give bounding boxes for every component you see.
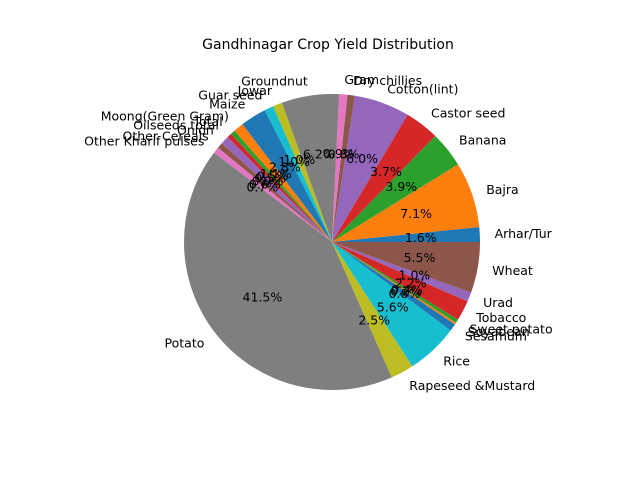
pie-slices	[183, 94, 480, 391]
slice-percent-label: 0.6%	[249, 177, 281, 192]
slice-percent-label: 6.0%	[346, 151, 378, 166]
slice-label: Jowar	[237, 83, 273, 98]
pie-slice	[332, 242, 455, 331]
percent-labels: 1.6%7.1%3.9%3.7%6.0%0.8%0.9%6.2%1.0%1.0%…	[243, 146, 437, 328]
pie-slice	[332, 242, 451, 367]
slice-label: Rice	[443, 353, 470, 368]
slice-percent-label: 0.7%	[247, 179, 279, 194]
slice-label: Total	[192, 114, 222, 129]
pie-slice	[332, 242, 468, 320]
slice-percent-label: 1.6%	[405, 230, 437, 245]
slice-label: Tobacco	[475, 310, 526, 325]
slice-label: Oilseeds total	[133, 117, 219, 132]
slice-label: Wheat	[492, 263, 533, 278]
slice-label: Dry chillies	[353, 73, 422, 88]
pie-slice	[332, 242, 472, 302]
slice-percent-label: 2.5%	[358, 313, 390, 328]
pie-slice	[221, 137, 332, 242]
slice-label: Urad	[483, 295, 513, 310]
slice-label: Rapeseed &Mustard	[409, 378, 535, 393]
slice-percent-label: 0.5%	[254, 171, 286, 186]
slice-label: Other Cereals	[123, 128, 209, 143]
slice-percent-label: 0.4%	[391, 282, 423, 297]
slice-label: Groundnut	[241, 74, 308, 89]
pie-slice	[264, 106, 332, 242]
pie-slice	[230, 130, 332, 242]
slice-percent-label: 3.9%	[385, 179, 417, 194]
slice-percent-label: 2.2%	[395, 276, 427, 291]
slice-percent-label: 0.8%	[328, 147, 360, 162]
pie-slice	[332, 135, 459, 242]
slice-label: Arhar/Tur	[495, 226, 553, 241]
slice-percent-label: 1.1%	[260, 166, 292, 181]
pie-slice	[332, 242, 413, 378]
slice-label: Maize	[209, 97, 245, 112]
pie-slice	[332, 94, 348, 242]
slice-label: Moong(Green Gram)	[101, 109, 229, 124]
slice-label: Bajra	[486, 182, 519, 197]
slice-percent-label: 1.0%	[278, 154, 310, 169]
pie-slice	[213, 147, 332, 242]
slice-percent-label: 7.1%	[400, 206, 432, 221]
slice-percent-label: 5.6%	[377, 299, 409, 314]
pie-slice	[332, 242, 459, 323]
slice-label: Other Kharif pulses	[84, 134, 204, 149]
pie-slice	[332, 114, 436, 242]
slice-percent-label: 41.5%	[243, 290, 283, 305]
pie-slice	[332, 164, 480, 242]
slice-label: Guar seed	[198, 87, 262, 102]
slice-percent-label: 0.5%	[257, 169, 289, 184]
slice-percent-label: 3.7%	[370, 164, 402, 179]
slice-label: Potato	[165, 336, 205, 351]
pie-slice	[281, 94, 340, 242]
slice-percent-label: 2.8%	[269, 159, 301, 174]
pie-slice	[332, 242, 480, 293]
slice-percent-label: 5.5%	[404, 250, 436, 265]
slice-label: Castor seed	[431, 105, 505, 120]
slice-label: Sesamum	[465, 329, 527, 344]
slice-percent-label: 0.8%	[389, 286, 421, 301]
pie-slice	[242, 110, 332, 243]
slice-percent-label: 6.2%	[303, 147, 335, 162]
pie-slice	[273, 102, 332, 243]
pie-slice	[234, 124, 332, 242]
slice-label: Onion	[177, 123, 214, 138]
chart-title: Gandhinagar Crop Yield Distribution	[202, 37, 454, 53]
slice-label: Banana	[459, 133, 506, 148]
slice-percent-label: 0.2%	[390, 284, 422, 299]
slice-percent-label: 1.0%	[399, 268, 431, 283]
slice-percent-label: 1.0%	[283, 152, 315, 167]
pie-slice	[183, 152, 392, 391]
slice-label: Soyabean	[468, 324, 530, 339]
slice-labels: Arhar/Tur Bajra Banana Castor seed Cotton(li…	[84, 72, 553, 393]
pie-slice	[332, 94, 355, 242]
pie-slice	[332, 242, 456, 325]
pie-slice	[332, 227, 480, 242]
slice-percent-label: 0.9%	[252, 173, 284, 188]
pie-slice	[218, 143, 332, 242]
slice-label: Sweet potato	[470, 322, 553, 337]
slice-percent-label: 0.9%	[323, 146, 355, 161]
slice-label: Cotton(lint)	[387, 81, 458, 96]
slice-label: Gram	[344, 72, 379, 87]
pie-slice	[227, 133, 332, 242]
pie-slice	[332, 95, 408, 242]
